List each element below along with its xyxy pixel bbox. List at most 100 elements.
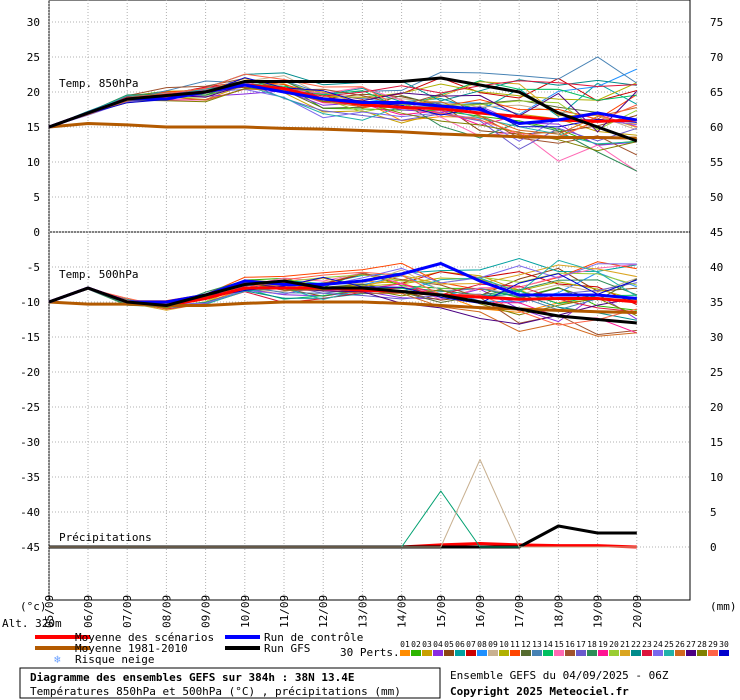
right-tick-label: 35 xyxy=(710,296,723,309)
pert-number: 23 xyxy=(642,640,652,649)
pert-swatch xyxy=(477,650,487,656)
pert-number: 10 xyxy=(499,640,509,649)
right-tick-label: 40 xyxy=(710,261,723,274)
pert-number: 01 xyxy=(400,640,410,649)
left-tick-label: -10 xyxy=(20,296,40,309)
pert-number: 22 xyxy=(631,640,641,649)
left-tick-label: -25 xyxy=(20,401,40,414)
x-tick-label: 17/09 xyxy=(513,595,526,628)
pert-swatch xyxy=(466,650,476,656)
legend-mean-scen: Moyenne des scénarios xyxy=(75,631,214,644)
x-tick-label: 19/09 xyxy=(592,595,605,628)
right-tick-label: 10 xyxy=(710,471,723,484)
right-tick-label: 0 xyxy=(710,541,717,554)
pert-swatch xyxy=(433,650,443,656)
pert-line-16 xyxy=(48,77,638,156)
legend-gfs: Run GFS xyxy=(264,642,310,655)
altitude-label: Alt. 320m xyxy=(2,617,62,630)
x-tick-label: 14/09 xyxy=(396,595,409,628)
right-tick-label: 45 xyxy=(710,226,723,239)
pert-swatch xyxy=(686,650,696,656)
pert-swatch xyxy=(620,650,630,656)
pert-number: 20 xyxy=(609,640,619,649)
pert-swatch xyxy=(719,650,729,656)
pert-swatch xyxy=(400,650,410,656)
series-line xyxy=(48,279,637,325)
pert-number: 18 xyxy=(587,640,597,649)
panel-label-precip: Précipitations xyxy=(59,531,152,544)
left-tick-label: 20 xyxy=(27,86,40,99)
right-tick-label: 15 xyxy=(710,436,723,449)
x-tick-label: 08/09 xyxy=(160,595,173,628)
pert-number: 02 xyxy=(411,640,421,649)
pert-swatch xyxy=(543,650,553,656)
pert-swatch xyxy=(444,650,454,656)
pert-number: 06 xyxy=(455,640,465,649)
pert-swatch xyxy=(532,650,542,656)
right-tick-label: 50 xyxy=(710,191,723,204)
pert-swatch xyxy=(598,650,608,656)
pert-line-29 xyxy=(48,73,637,138)
pert-swatch xyxy=(675,650,685,656)
legend-control: Run de contrôle xyxy=(264,631,363,644)
pert-number: 29 xyxy=(708,640,718,649)
pert-number: 13 xyxy=(532,640,542,649)
x-tick-label: 20/09 xyxy=(631,595,644,628)
right-tick-label: 60 xyxy=(710,121,723,134)
pert-swatch xyxy=(510,650,520,656)
x-axis-ticks: 05/09 06/09 07/09 08/09 09/09 10/09 11/09 12/09… xyxy=(43,595,644,628)
left-tick-label: 0 xyxy=(33,226,40,239)
pert-swatch xyxy=(576,650,586,656)
pert-number: 28 xyxy=(697,640,707,649)
legend-mean-clim: Moyenne 1981-2010 xyxy=(75,642,188,655)
left-tick-label: 15 xyxy=(27,121,40,134)
footer-run: Ensemble GEFS du 04/09/2025 - 06Z xyxy=(450,669,669,682)
x-tick-label: 13/09 xyxy=(356,595,369,628)
pert-swatch xyxy=(565,650,575,656)
x-tick-label: 07/09 xyxy=(121,595,134,628)
pert-number: 08 xyxy=(477,640,487,649)
pert-swatch xyxy=(653,650,663,656)
footer-subtitle: Températures 850hPa et 500hPa (°C) , pré… xyxy=(30,685,401,698)
pert-swatch xyxy=(642,650,652,656)
footer-copyright: Copyright 2025 Meteociel.fr xyxy=(450,685,629,698)
pert-swatch xyxy=(455,650,465,656)
left-tick-label: 10 xyxy=(27,156,40,169)
series-line xyxy=(48,122,637,140)
panel-label-850: Temp. 850hPa xyxy=(59,77,138,90)
x-tick-label: 09/09 xyxy=(200,595,213,628)
unit-right: (mm) xyxy=(710,600,737,613)
x-tick-label: 12/09 xyxy=(317,595,330,628)
left-tick-label: -15 xyxy=(20,331,40,344)
x-tick-label: 11/09 xyxy=(278,595,291,628)
left-tick-label: -20 xyxy=(20,366,40,379)
left-tick-label: -5 xyxy=(27,261,40,274)
series-lines xyxy=(48,76,638,549)
pert-number: 21 xyxy=(620,640,630,649)
pert-number: 24 xyxy=(653,640,663,649)
pert-swatch xyxy=(631,650,641,656)
series-line xyxy=(48,262,637,304)
pert-swatch xyxy=(521,650,531,656)
right-tick-label: 55 xyxy=(710,156,723,169)
legend: Moyenne des scénarios Moyenne 1981-2010 … xyxy=(35,631,729,666)
right-tick-label: 20 xyxy=(710,401,723,414)
left-tick-label: -40 xyxy=(20,506,40,519)
pert-number: 25 xyxy=(664,640,674,649)
pert-number: 12 xyxy=(521,640,531,649)
pert-number: 15 xyxy=(554,640,564,649)
pert-number: 17 xyxy=(576,640,586,649)
series-line xyxy=(48,83,638,129)
pert-swatch xyxy=(499,650,509,656)
legend-perts: 30 Perts. xyxy=(340,646,400,659)
pert-number: 30 xyxy=(719,640,729,649)
pert-number: 27 xyxy=(686,640,696,649)
x-tick-label: 18/09 xyxy=(552,595,565,628)
pert-number: 26 xyxy=(675,640,685,649)
series-line xyxy=(49,459,637,548)
footer-box xyxy=(19,667,441,699)
right-tick-label: 70 xyxy=(710,51,723,64)
pert-swatch xyxy=(488,650,498,656)
